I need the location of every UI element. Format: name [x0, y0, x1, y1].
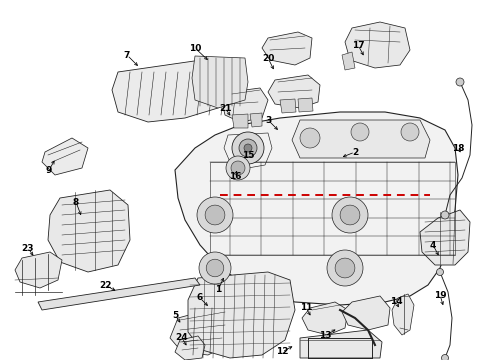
Polygon shape: [291, 120, 429, 158]
Polygon shape: [341, 52, 354, 70]
Text: 16: 16: [228, 171, 241, 180]
Polygon shape: [262, 32, 311, 65]
Polygon shape: [38, 278, 200, 310]
Circle shape: [239, 139, 257, 157]
Circle shape: [326, 250, 362, 286]
Circle shape: [455, 78, 463, 86]
Circle shape: [299, 128, 319, 148]
Polygon shape: [48, 190, 130, 272]
Polygon shape: [419, 210, 469, 265]
Text: 5: 5: [171, 310, 178, 320]
Text: 4: 4: [429, 240, 435, 249]
Text: 6: 6: [197, 293, 203, 302]
Text: 18: 18: [451, 144, 463, 153]
Text: 2: 2: [351, 148, 357, 157]
Text: 9: 9: [46, 166, 52, 175]
Polygon shape: [249, 113, 262, 127]
Text: 17: 17: [351, 41, 364, 50]
Circle shape: [197, 197, 232, 233]
Text: 3: 3: [264, 116, 270, 125]
Polygon shape: [267, 75, 319, 108]
Circle shape: [206, 259, 224, 277]
Polygon shape: [42, 138, 88, 175]
Text: 13: 13: [318, 332, 330, 341]
Text: 14: 14: [389, 297, 402, 306]
Text: 23: 23: [21, 243, 34, 252]
Circle shape: [225, 156, 249, 180]
Circle shape: [199, 252, 230, 284]
Circle shape: [334, 258, 354, 278]
Polygon shape: [175, 112, 457, 305]
Circle shape: [230, 161, 244, 175]
Polygon shape: [302, 302, 347, 335]
Circle shape: [204, 205, 224, 225]
Text: 24: 24: [175, 333, 188, 342]
Circle shape: [441, 355, 447, 360]
Polygon shape: [299, 330, 381, 358]
Circle shape: [400, 123, 418, 141]
Text: 7: 7: [123, 50, 130, 59]
Circle shape: [340, 205, 359, 225]
Circle shape: [231, 132, 264, 164]
Text: 1: 1: [214, 285, 221, 294]
Polygon shape: [15, 252, 62, 288]
Polygon shape: [231, 114, 247, 128]
Circle shape: [350, 123, 368, 141]
Text: 22: 22: [99, 280, 111, 289]
Polygon shape: [341, 296, 389, 330]
Polygon shape: [222, 88, 267, 122]
Polygon shape: [297, 98, 312, 112]
Text: 19: 19: [433, 291, 446, 300]
Text: 11: 11: [299, 303, 312, 312]
Circle shape: [331, 197, 367, 233]
Text: 8: 8: [73, 198, 79, 207]
Text: 10: 10: [188, 44, 201, 53]
Polygon shape: [187, 272, 294, 358]
Text: 21: 21: [218, 104, 231, 113]
Polygon shape: [345, 22, 409, 68]
Text: 12: 12: [275, 347, 287, 356]
Circle shape: [436, 269, 443, 275]
Polygon shape: [280, 99, 295, 113]
Polygon shape: [170, 308, 231, 355]
Circle shape: [440, 211, 448, 219]
Polygon shape: [192, 56, 247, 108]
Polygon shape: [175, 336, 204, 360]
Polygon shape: [391, 294, 413, 335]
Text: 15: 15: [241, 150, 254, 159]
Circle shape: [244, 144, 251, 152]
Polygon shape: [112, 58, 244, 122]
Text: 20: 20: [261, 54, 274, 63]
